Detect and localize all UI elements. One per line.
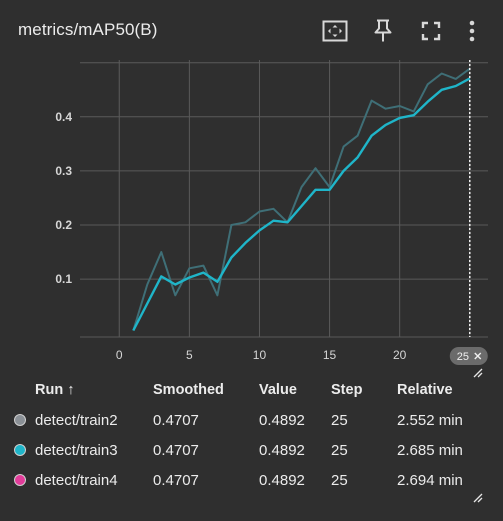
header-smoothed[interactable]: Smoothed: [153, 382, 224, 398]
line-chart[interactable]: 0.1 0.2 0.3 0.4 0 5 10 15 20 25: [0, 52, 503, 372]
header-value[interactable]: Value: [259, 382, 297, 398]
x-axis: 0 5 10 15 20: [116, 348, 407, 362]
raw-value: 0.4892: [259, 472, 305, 489]
relative-time: 2.694 min: [397, 472, 463, 489]
y-tick-label: 0.1: [55, 272, 72, 286]
chart-series: [132, 67, 471, 332]
resize-handle-icon[interactable]: [473, 368, 483, 378]
header-color: [14, 376, 35, 406]
table-row: detect/train2 0.4707 0.4892 25 2.552 min: [14, 406, 487, 436]
pin-icon: [374, 19, 392, 42]
fit-domain-button[interactable]: [311, 16, 359, 46]
header-run[interactable]: Run ↑: [35, 382, 75, 398]
x-tick-label: 15: [323, 348, 337, 362]
y-tick-label: 0.3: [55, 164, 72, 178]
relative-time: 2.685 min: [397, 442, 463, 459]
table-header-row: Run ↑ Smoothed Value Step Relative: [14, 376, 487, 406]
card-title: metrics/mAP50(B): [18, 20, 158, 39]
x-tick-label: 10: [253, 348, 267, 362]
run-color-swatch[interactable]: [14, 474, 26, 486]
table-row: detect/train4 0.4707 0.4892 25 2.694 min: [14, 466, 487, 496]
run-color-swatch[interactable]: [14, 444, 26, 456]
more-options-button[interactable]: [455, 16, 489, 46]
pin-button[interactable]: [359, 16, 407, 46]
y-axis: 0.1 0.2 0.3 0.4: [55, 110, 72, 286]
step-value: 25: [331, 412, 348, 429]
raw-value: 0.4892: [259, 442, 305, 459]
raw-value: 0.4892: [259, 412, 305, 429]
step-badge-label: 25: [457, 351, 469, 363]
card-toolbar: [311, 16, 489, 46]
close-icon[interactable]: [474, 352, 482, 360]
run-name: detect/train4: [35, 472, 118, 489]
smoothed-value: 0.4707: [153, 472, 199, 489]
resize-handle-icon[interactable]: [473, 493, 483, 503]
run-color-swatch[interactable]: [14, 414, 26, 426]
header-step[interactable]: Step: [331, 382, 363, 398]
step-badge[interactable]: [449, 347, 488, 365]
fullscreen-button[interactable]: [407, 16, 455, 46]
y-tick-label: 0.4: [55, 110, 72, 124]
y-tick-label: 0.2: [55, 218, 72, 232]
smoothed-value: 0.4707: [153, 442, 199, 459]
fullscreen-icon: [421, 21, 441, 41]
raw-series-line: [132, 67, 471, 331]
header-relative[interactable]: Relative: [397, 382, 453, 398]
step-value: 25: [331, 472, 348, 489]
smoothed-value: 0.4707: [153, 412, 199, 429]
more-vert-icon: [469, 20, 475, 42]
runs-table: Run ↑ Smoothed Value Step Relative detec…: [14, 376, 487, 496]
relative-time: 2.552 min: [397, 412, 463, 429]
x-tick-label: 0: [116, 348, 123, 362]
run-name: detect/train3: [35, 442, 118, 459]
hover-indicator: 25: [449, 60, 488, 365]
smoothed-series-line: [132, 77, 471, 332]
fit-domain-icon: [322, 20, 348, 42]
run-name: detect/train2: [35, 412, 118, 429]
step-value: 25: [331, 442, 348, 459]
x-tick-label: 20: [393, 348, 407, 362]
x-tick-label: 5: [186, 348, 193, 362]
chart-grid: [80, 60, 488, 338]
table-row: detect/train3 0.4707 0.4892 25 2.685 min: [14, 436, 487, 466]
